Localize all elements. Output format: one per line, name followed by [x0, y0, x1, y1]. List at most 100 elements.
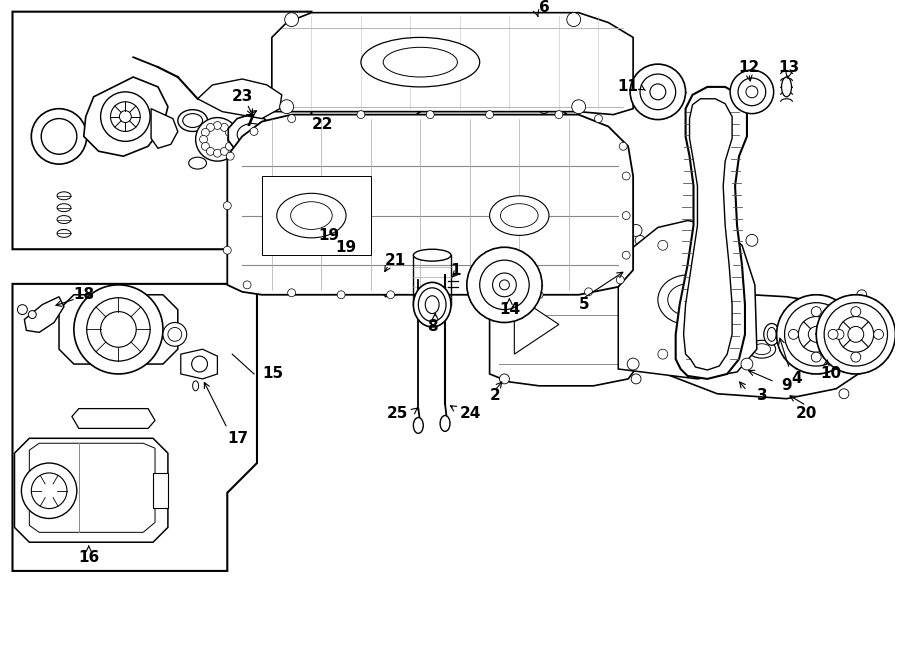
Ellipse shape	[850, 307, 860, 317]
Text: 21: 21	[385, 253, 406, 268]
Circle shape	[213, 122, 221, 130]
Text: 12: 12	[738, 59, 760, 75]
Circle shape	[192, 356, 208, 372]
Ellipse shape	[668, 284, 707, 315]
Circle shape	[824, 303, 887, 366]
Polygon shape	[84, 77, 168, 156]
Circle shape	[280, 100, 293, 114]
Polygon shape	[30, 444, 155, 532]
Circle shape	[195, 118, 239, 161]
Circle shape	[616, 276, 625, 284]
Text: 2: 2	[490, 388, 500, 403]
Circle shape	[555, 110, 562, 118]
Ellipse shape	[383, 48, 457, 77]
Circle shape	[631, 374, 641, 384]
Circle shape	[536, 291, 543, 299]
Ellipse shape	[843, 338, 853, 354]
Circle shape	[202, 142, 210, 150]
Circle shape	[357, 110, 364, 118]
Circle shape	[808, 327, 824, 342]
Ellipse shape	[183, 114, 202, 128]
Circle shape	[635, 235, 645, 245]
Circle shape	[504, 245, 514, 255]
Ellipse shape	[291, 202, 332, 229]
Ellipse shape	[57, 229, 71, 237]
Circle shape	[500, 374, 509, 384]
Circle shape	[583, 334, 593, 344]
Ellipse shape	[748, 340, 776, 358]
Text: 13: 13	[778, 59, 799, 75]
Polygon shape	[618, 221, 757, 379]
Circle shape	[785, 303, 848, 366]
Circle shape	[619, 142, 627, 150]
Ellipse shape	[178, 110, 208, 132]
Text: 8: 8	[427, 319, 437, 334]
Ellipse shape	[407, 269, 424, 281]
Circle shape	[504, 97, 514, 106]
Text: 16: 16	[78, 549, 99, 564]
Polygon shape	[229, 114, 277, 156]
Polygon shape	[72, 408, 155, 428]
Ellipse shape	[781, 77, 791, 97]
Circle shape	[630, 64, 686, 120]
Polygon shape	[262, 176, 371, 255]
Polygon shape	[684, 98, 732, 370]
Circle shape	[226, 152, 234, 160]
Circle shape	[101, 92, 150, 141]
Ellipse shape	[361, 38, 480, 87]
Circle shape	[220, 124, 229, 132]
Circle shape	[28, 311, 36, 319]
Ellipse shape	[679, 321, 706, 338]
Circle shape	[741, 358, 753, 370]
Circle shape	[288, 114, 295, 122]
Polygon shape	[676, 87, 747, 379]
Text: 4: 4	[791, 371, 802, 387]
Text: 6: 6	[539, 0, 550, 15]
Circle shape	[640, 74, 676, 110]
Ellipse shape	[615, 303, 632, 314]
Polygon shape	[153, 473, 168, 508]
Circle shape	[712, 349, 722, 359]
Text: 20: 20	[796, 406, 817, 421]
Circle shape	[220, 147, 229, 155]
Text: 25: 25	[387, 406, 409, 421]
Circle shape	[32, 473, 67, 508]
Text: 19: 19	[335, 240, 356, 254]
Circle shape	[206, 147, 214, 155]
Circle shape	[17, 305, 27, 315]
Polygon shape	[59, 295, 178, 364]
Ellipse shape	[413, 249, 451, 261]
Circle shape	[120, 110, 131, 122]
Circle shape	[839, 389, 849, 399]
Polygon shape	[13, 12, 311, 249]
Ellipse shape	[57, 215, 71, 223]
Circle shape	[225, 142, 233, 150]
Circle shape	[798, 317, 834, 352]
Ellipse shape	[658, 275, 717, 325]
Circle shape	[650, 84, 666, 100]
Ellipse shape	[839, 334, 857, 359]
Circle shape	[436, 291, 444, 299]
Circle shape	[168, 327, 182, 341]
Ellipse shape	[764, 323, 779, 345]
Circle shape	[206, 124, 214, 132]
Circle shape	[211, 88, 224, 102]
Polygon shape	[391, 97, 579, 255]
Circle shape	[223, 202, 231, 210]
Ellipse shape	[189, 157, 206, 169]
Polygon shape	[14, 438, 168, 542]
Ellipse shape	[238, 124, 267, 145]
Circle shape	[41, 118, 76, 154]
Circle shape	[250, 128, 258, 136]
Ellipse shape	[500, 271, 518, 283]
Ellipse shape	[811, 352, 821, 362]
Circle shape	[746, 86, 758, 98]
Circle shape	[436, 97, 446, 106]
Ellipse shape	[811, 307, 821, 317]
Text: 19: 19	[318, 228, 339, 243]
Ellipse shape	[436, 267, 454, 279]
Circle shape	[74, 285, 163, 374]
Ellipse shape	[684, 324, 701, 335]
Circle shape	[200, 136, 208, 143]
Circle shape	[203, 126, 231, 153]
